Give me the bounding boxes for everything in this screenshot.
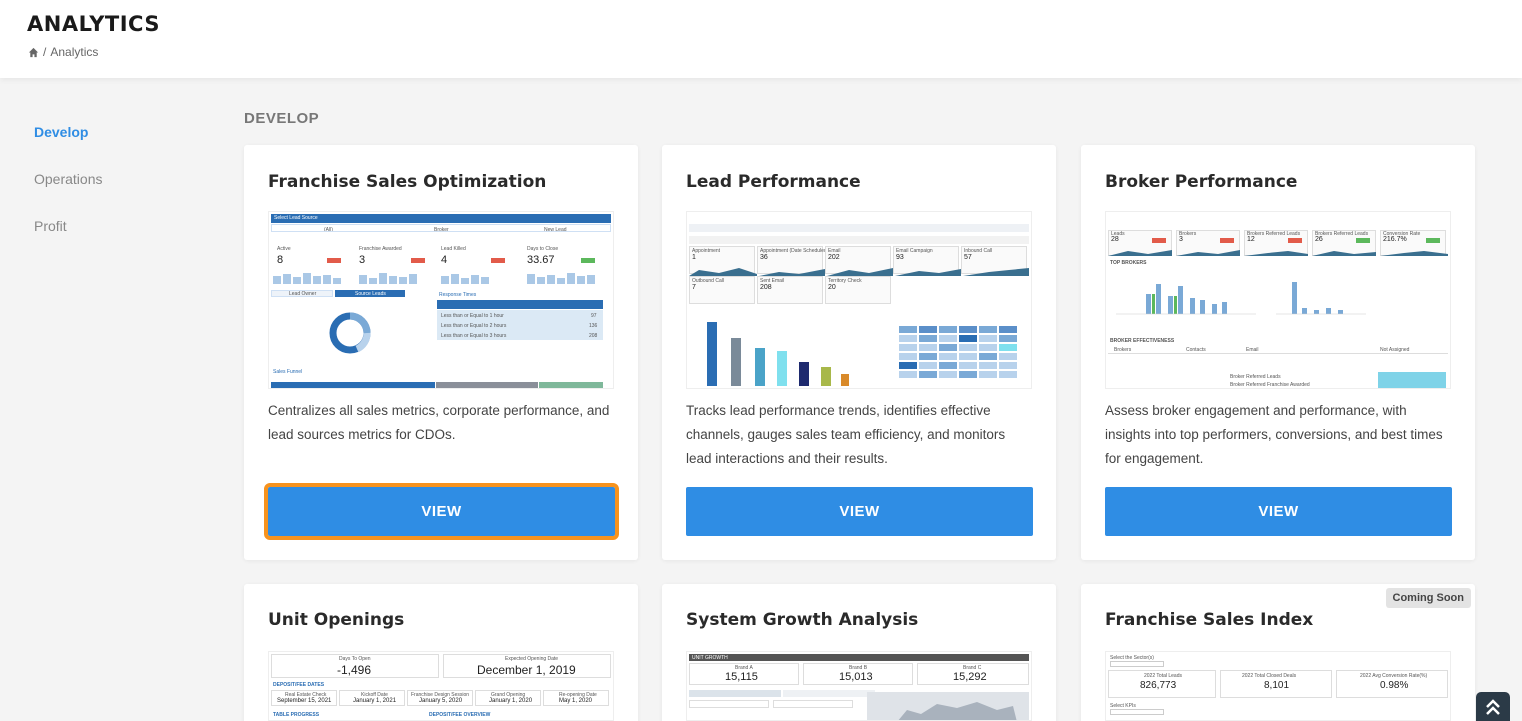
section-title: DEVELOP [244,110,320,127]
card-title: Franchise Sales Optimization [268,172,547,192]
view-button[interactable]: VIEW [264,483,619,540]
dashboard-thumbnail[interactable]: Select the Sector(s) 2022 Total Leads 82… [1105,651,1451,721]
dashboard-thumbnail[interactable]: Leads 28 Brokers 3 Brokers Referred Lead… [1105,211,1451,389]
view-button[interactable]: VIEW [1105,487,1452,536]
card-lead-performance: Lead Performance Appointment 1 Appointme… [662,145,1056,560]
view-button[interactable]: VIEW [686,487,1033,536]
dashboard-thumbnail[interactable]: Days To Open -1,496 Expected Opening Dat… [268,651,614,721]
dashboard-thumbnail[interactable]: Appointment 1 Appointment (Date Schedule… [686,211,1032,389]
card-title: Broker Performance [1105,172,1298,192]
coming-soon-badge: Coming Soon [1385,588,1471,608]
card-franchise-sales-optimization: Franchise Sales Optimization Select Lead… [244,145,638,560]
card-franchise-sales-index: Coming Soon Franchise Sales Index Select… [1081,584,1475,721]
card-broker-performance: Broker Performance Leads 28 Brokers 3 Br… [1081,145,1475,560]
page-title: ANALYTICS [27,12,160,36]
dashboard-thumbnail[interactable]: Select Lead Source (All) Broker New Lead… [268,211,614,389]
sidebar-item-profit[interactable]: Profit [34,218,67,234]
breadcrumb-separator: / [43,45,47,59]
card-title: Unit Openings [268,610,405,630]
card-title: Franchise Sales Index [1105,610,1314,630]
sidebar: Develop Operations Profit [34,124,102,265]
card-title: Lead Performance [686,172,861,192]
card-description: Centralizes all sales metrics, corporate… [268,403,610,442]
sidebar-item-develop[interactable]: Develop [34,124,89,140]
top-header: ANALYTICS / Analytics [0,0,1522,78]
card-unit-openings: Unit Openings Days To Open -1,496 Expect… [244,584,638,721]
home-icon[interactable] [28,47,39,58]
sidebar-item-operations[interactable]: Operations [34,171,103,187]
card-title: System Growth Analysis [686,610,919,630]
card-description: Tracks lead performance trends, identifi… [686,403,1006,466]
dashboard-thumbnail[interactable]: UNIT GROWTH Brand A 15,115 Brand B 15,01… [686,651,1032,721]
card-system-growth-analysis: System Growth Analysis UNIT GROWTH Brand… [662,584,1056,721]
scroll-to-top-button[interactable] [1476,692,1510,721]
breadcrumb-item-analytics[interactable]: Analytics [50,45,99,59]
breadcrumb: / Analytics [28,45,98,59]
card-description: Assess broker engagement and performance… [1105,403,1443,466]
double-chevron-up-icon [1486,698,1500,715]
